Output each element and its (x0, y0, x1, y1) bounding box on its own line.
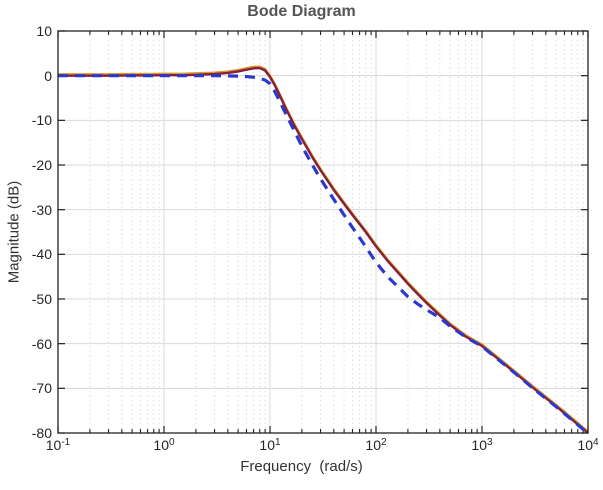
curve-response-orange-underlay (58, 65, 589, 433)
x-tick-label: 104 (577, 437, 598, 453)
y-tick-label: -20 (31, 157, 52, 173)
chart-title: Bode Diagram (247, 3, 356, 20)
x-tick-base: 10 (365, 437, 382, 453)
x-tick-exponent: 3 (487, 437, 493, 448)
x-tick-base: 10 (577, 437, 594, 453)
curve-response-solid-dark-red (58, 66, 589, 434)
x-tick-exponent: 2 (381, 437, 387, 448)
y-tick-label: -10 (31, 112, 52, 129)
x-axis-label: Frequency (rad/s) (240, 458, 363, 475)
x-tick-label: 103 (471, 437, 492, 453)
x-tick-label: 100 (153, 437, 174, 453)
y-tick-label: -40 (31, 246, 52, 263)
x-tick-base: 10 (153, 437, 170, 453)
x-tick-exponent: 1 (275, 437, 281, 448)
y-tick-label: 10 (36, 23, 52, 39)
x-tick-exponent: 4 (593, 437, 599, 448)
y-tick-label: -50 (31, 291, 52, 307)
x-tick-exponent: -1 (61, 437, 71, 448)
y-tick-label: -30 (31, 201, 52, 218)
y-tick-label: -80 (31, 425, 52, 441)
x-tick-base: 10 (259, 437, 276, 453)
x-tick-exponent: 0 (169, 437, 175, 448)
x-tick-label: 101 (259, 437, 280, 453)
axes-box (57, 30, 589, 434)
x-tick-label: 10-1 (46, 437, 70, 453)
curve-response-dashed-blue (58, 74, 590, 435)
y-tick-label: 0 (44, 67, 52, 84)
x-tick-base: 10 (471, 437, 488, 453)
x-tick-base: 10 (45, 437, 62, 453)
x-tick-label: 102 (365, 437, 386, 453)
y-tick-label: -60 (31, 335, 52, 352)
y-tick-label: -70 (31, 380, 52, 397)
